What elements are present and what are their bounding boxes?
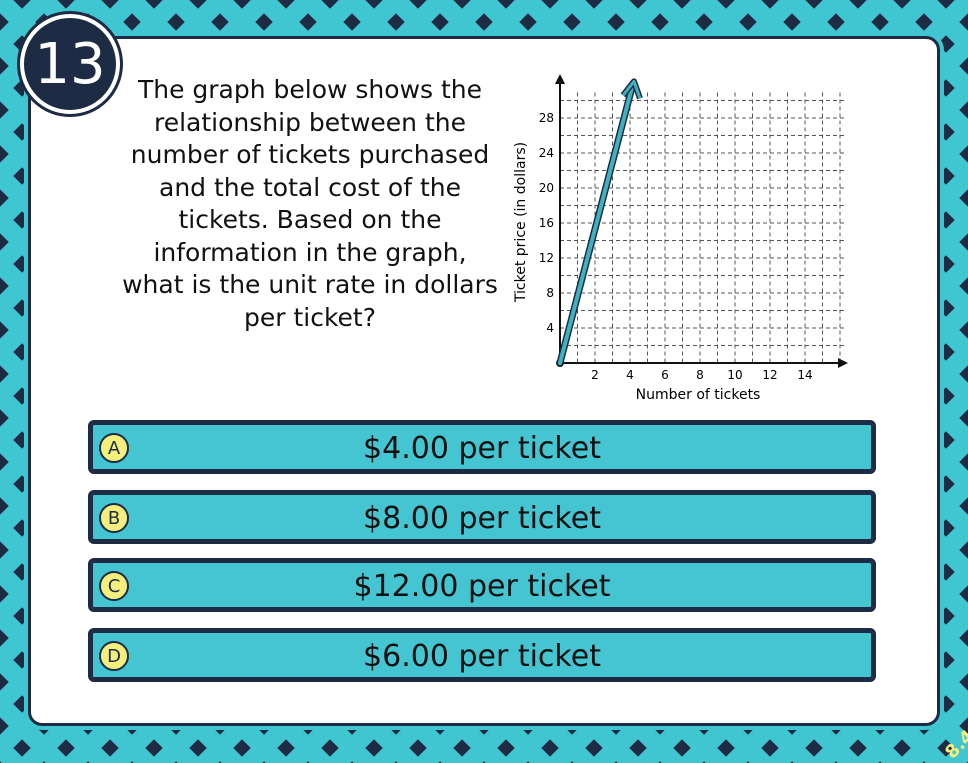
x-axis-label: Number of tickets bbox=[636, 387, 761, 403]
answer-text: $6.00 per ticket bbox=[363, 639, 601, 674]
x-tick-label: 14 bbox=[797, 368, 812, 382]
x-axis-arrow bbox=[838, 358, 848, 368]
answer-b-button[interactable]: B $8.00 per ticket bbox=[88, 490, 876, 544]
answer-letter: B bbox=[99, 503, 129, 533]
y-tick-label: 4 bbox=[546, 321, 554, 335]
y-axis-label: Ticket price (in dollars) bbox=[513, 142, 529, 303]
y-tick-label: 24 bbox=[539, 146, 554, 160]
y-tick-label: 28 bbox=[539, 111, 554, 125]
grid bbox=[560, 92, 846, 363]
y-axis-arrow bbox=[555, 74, 565, 84]
answer-c-button[interactable]: C $12.00 per ticket bbox=[88, 558, 876, 612]
x-tick-label: 8 bbox=[696, 368, 704, 382]
answer-a-button[interactable]: A $4.00 per ticket bbox=[88, 420, 876, 474]
answer-text: $8.00 per ticket bbox=[363, 501, 601, 536]
answer-letter: A bbox=[99, 433, 129, 463]
x-tick-label: 4 bbox=[626, 368, 634, 382]
answer-d-button[interactable]: D $6.00 per ticket bbox=[88, 628, 876, 682]
question-text: The graph below shows the relationship b… bbox=[122, 75, 498, 332]
answer-text: $12.00 per ticket bbox=[353, 569, 611, 604]
y-tick-label: 8 bbox=[546, 286, 554, 300]
y-tick-label: 16 bbox=[539, 216, 554, 230]
y-tick-label: 12 bbox=[539, 251, 554, 265]
x-tick-label: 6 bbox=[661, 368, 669, 382]
y-tick-label: 20 bbox=[539, 181, 554, 195]
series bbox=[556, 78, 643, 367]
axes bbox=[555, 74, 848, 368]
answer-letter: D bbox=[99, 641, 129, 671]
x-tick-label: 12 bbox=[762, 368, 777, 382]
answer-letter: C bbox=[99, 571, 129, 601]
question-number-badge: 13 bbox=[20, 14, 120, 114]
x-tick-label: 2 bbox=[591, 368, 599, 382]
arrow-head bbox=[621, 79, 642, 99]
answer-text: $4.00 per ticket bbox=[363, 431, 601, 466]
series-line bbox=[558, 85, 634, 365]
x-tick-label: 10 bbox=[727, 368, 742, 382]
